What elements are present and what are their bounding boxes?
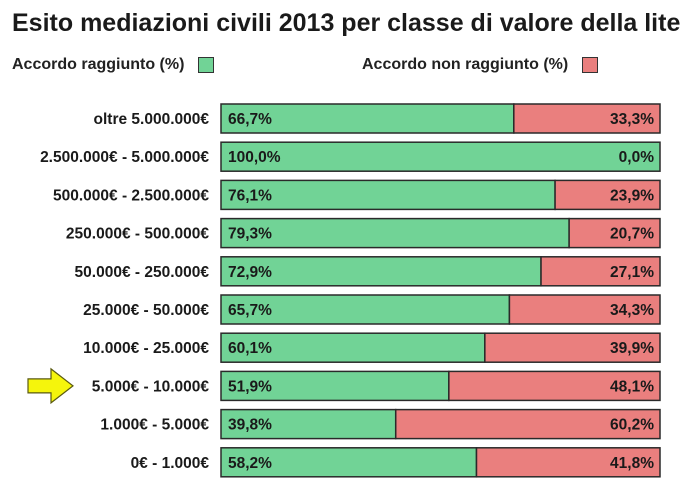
value-label-not-reached: 33,3% [610, 111, 654, 128]
bar-reached [220, 332, 486, 363]
legend-label-reached: Accordo raggiunto (%) [12, 56, 185, 73]
value-label-reached: 79,3% [228, 226, 272, 243]
bar-reached [220, 103, 515, 134]
value-label-not-reached: 27,1% [610, 264, 654, 281]
category-label: 2.500.000€ - 5.000.000€ [40, 149, 209, 166]
bar-not-reached [484, 332, 661, 363]
bar-not-reached [568, 217, 661, 249]
value-label-not-reached: 60,2% [610, 417, 654, 434]
bar-reached [220, 294, 511, 325]
value-label-not-reached: 39,9% [610, 340, 654, 357]
category-label: 250.000€ - 500.000€ [66, 226, 209, 243]
bar-not-reached [394, 408, 661, 440]
bar-reached [220, 217, 570, 249]
bar-reached [220, 447, 478, 478]
legend-swatch-not-reached [582, 57, 599, 73]
value-label-reached: 76,1% [228, 187, 272, 204]
bar-not-reached [513, 103, 661, 134]
bar-not-reached [554, 179, 661, 211]
bar-not-reached [508, 294, 661, 325]
value-label-not-reached: 23,9% [610, 187, 654, 204]
value-label-not-reached: 48,1% [610, 378, 654, 395]
bar-not-reached [448, 370, 661, 402]
category-label: 10.000€ - 25.000€ [83, 340, 209, 357]
legend-item-not-reached: Accordo non raggiunto (%) [362, 54, 599, 76]
bar-reached [220, 141, 661, 172]
legend-swatch-reached [198, 57, 215, 73]
arrow-right-icon [27, 367, 74, 405]
chart-title: Esito mediazioni civili 2013 per classe … [12, 9, 680, 37]
value-label-reached: 39,8% [228, 417, 272, 434]
value-label-reached: 51,9% [228, 378, 272, 395]
category-label: 1.000€ - 5.000€ [100, 417, 209, 434]
value-label-reached: 66,7% [228, 111, 272, 128]
category-label: 0€ - 1.000€ [131, 455, 210, 472]
value-label-not-reached: 34,3% [610, 302, 654, 319]
value-label-not-reached: 20,7% [610, 226, 654, 243]
bar-not-reached [540, 256, 661, 287]
bar-reached [220, 256, 542, 287]
category-label: 5.000€ - 10.000€ [92, 378, 210, 395]
bar-reached [220, 408, 397, 440]
category-label: 25.000€ - 50.000€ [83, 302, 209, 319]
value-label-not-reached: 41,8% [610, 455, 654, 472]
value-label-reached: 65,7% [228, 302, 272, 319]
category-label: 50.000€ - 250.000€ [75, 264, 210, 281]
value-label-not-reached: 0,0% [619, 149, 655, 166]
legend-item-reached: Accordo raggiunto (%) [12, 54, 215, 76]
value-label-reached: 100,0% [228, 149, 281, 166]
category-label: 500.000€ - 2.500.000€ [53, 187, 209, 204]
bar-not-reached [475, 447, 661, 478]
category-label: oltre 5.000.000€ [94, 111, 210, 128]
legend-label-not-reached: Accordo non raggiunto (%) [362, 56, 569, 73]
bar-reached [220, 370, 450, 402]
value-label-reached: 58,2% [228, 455, 272, 472]
value-label-reached: 72,9% [228, 264, 272, 281]
value-label-reached: 60,1% [228, 340, 272, 357]
